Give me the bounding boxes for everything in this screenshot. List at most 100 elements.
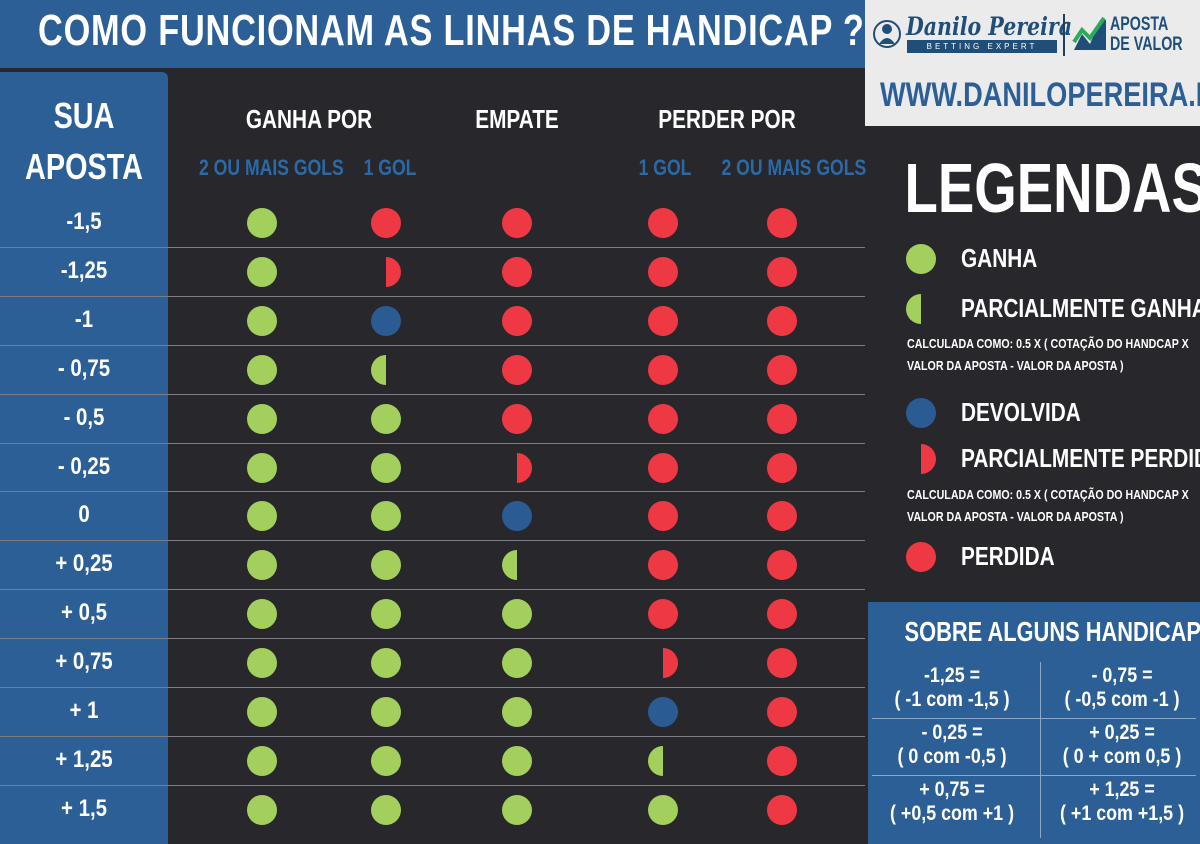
outcome-perdida-icon	[767, 794, 797, 825]
legend-devolvida-icon	[906, 398, 936, 428]
row-label: + 1,5	[61, 794, 107, 822]
perder-por-heading: PERDER POR	[658, 104, 796, 134]
sua-aposta-heading-line2: APOSTA	[25, 146, 143, 187]
outcome-perdida-icon	[502, 403, 532, 434]
outcome-parc-ganha-icon	[371, 354, 386, 385]
sobre-cell-line2: ( -1 com -1,5 )	[894, 688, 1010, 711]
sobre-cell-line2: ( +0,5 com +1 )	[889, 802, 1015, 825]
sobre-handicap-cell: - 0,25 =( 0 com -0,5 )	[884, 721, 1020, 769]
outcome-perdida-icon	[502, 354, 532, 385]
sobre-cell-line1: - 0,25 =	[921, 721, 983, 744]
outcome-perdida-icon	[648, 208, 678, 238]
outcome-ganha-icon	[247, 648, 277, 679]
outcome-ganha-icon	[371, 697, 401, 727]
outcome-ganha-icon	[371, 452, 401, 483]
sobre-divider-horizontal	[872, 775, 1196, 776]
outcome-perdida-icon	[767, 501, 797, 532]
outcome-parc-ganha-icon	[648, 745, 663, 776]
aposta-de-valor-logo-icon	[1072, 16, 1106, 50]
outcome-ganha-icon	[502, 648, 532, 679]
outcome-ganha-icon	[371, 794, 401, 825]
danilo-tagline: BETTING EXPERT	[907, 40, 1057, 53]
row-label: -1,25	[60, 256, 108, 284]
perder-por-panel	[589, 72, 865, 844]
outcome-ganha-icon	[502, 794, 532, 825]
legend-title: LEGENDAS	[904, 149, 1200, 227]
outcome-perdida-icon	[648, 354, 678, 385]
sub-heading-2-ou-mais-perde: 2 OU MAIS GOLS	[721, 155, 867, 180]
row-divider	[0, 687, 865, 688]
sobre-cell-line1: - 0,75 =	[1091, 664, 1153, 687]
outcome-perdida-icon	[767, 697, 797, 727]
legend-ganha-icon	[906, 244, 936, 274]
outcome-perdida-icon	[502, 208, 532, 238]
row-label: + 0,25	[55, 550, 113, 578]
row-label: + 1	[69, 697, 99, 724]
row-label: + 0,75	[55, 648, 113, 676]
brand-area	[865, 0, 1200, 68]
sobre-divider-horizontal	[872, 718, 1196, 719]
outcome-ganha-icon	[247, 599, 277, 630]
outcome-ganha-icon	[502, 599, 532, 630]
outcome-ganha-icon	[247, 208, 277, 238]
row-divider	[0, 540, 865, 541]
url-area	[865, 68, 1200, 126]
legend-label: PARCIALMENTE PERDIDA	[961, 443, 1200, 473]
ganha-por-heading: GANHA POR	[245, 104, 373, 134]
sobre-cell-line1: + 0,75 =	[919, 778, 985, 801]
row-label: 0	[78, 501, 90, 529]
legend-label: PERDIDA	[961, 541, 1055, 571]
outcome-perdida-icon	[648, 452, 678, 483]
outcome-parc-perdida-icon	[517, 452, 532, 483]
outcome-ganha-icon	[371, 403, 401, 434]
legend-label: GANHA	[961, 243, 1038, 273]
outcome-perdida-icon	[767, 256, 797, 287]
page-title: COMO FUNCIONAM AS LINHAS DE HANDICAP ?	[38, 6, 865, 55]
outcome-ganha-icon	[371, 648, 401, 679]
outcome-parc-perdida-icon	[386, 256, 401, 287]
outcome-parc-perdida-icon	[663, 648, 678, 679]
legend-panel	[868, 130, 1200, 598]
legend-parc-ganha-icon	[906, 294, 921, 324]
outcome-perdida-icon	[648, 550, 678, 581]
row-divider	[0, 589, 865, 590]
row-divider	[0, 443, 865, 444]
sub-heading-2-ou-mais-ganha: 2 OU MAIS GOLS	[199, 155, 344, 180]
outcome-perdida-icon	[767, 354, 797, 385]
legend-label: DEVOLVIDA	[961, 397, 1081, 427]
outcome-perdida-icon	[767, 550, 797, 581]
outcome-ganha-icon	[247, 794, 277, 825]
outcome-ganha-icon	[648, 794, 678, 825]
ganha-por-panel	[173, 72, 445, 844]
outcome-ganha-icon	[371, 745, 401, 776]
row-label: - 0,5	[63, 403, 105, 431]
sobre-cell-line1: + 0,25 =	[1089, 721, 1155, 744]
outcome-devolvida-icon	[371, 305, 401, 336]
legend-note: CALCULADA COMO: 0.5 X ( COTAÇÃO DO HANDC…	[907, 487, 1189, 502]
sobre-handicap-cell: -1,25 =( -1 com -1,5 )	[884, 664, 1020, 712]
legend-note: CALCULADA COMO: 0.5 X ( COTAÇÃO DO HANDC…	[907, 336, 1189, 351]
legend-note: VALOR DA APOSTA - VALOR DA APOSTA )	[907, 509, 1124, 524]
outcome-perdida-icon	[371, 208, 401, 238]
outcome-perdida-icon	[767, 745, 797, 776]
partner-name-line1: APOSTA	[1110, 14, 1169, 35]
sobre-cell-line2: ( 0 + com 0,5 )	[1062, 745, 1182, 768]
outcome-perdida-icon	[648, 501, 678, 532]
sobre-handicaps-title: SOBRE ALGUNS HANDICAPS	[904, 616, 1200, 647]
row-label: - 0,75	[57, 354, 111, 382]
outcome-ganha-icon	[502, 697, 532, 727]
partner-name-line2: DE VALOR	[1110, 34, 1183, 55]
outcome-perdida-icon	[502, 305, 532, 336]
row-label: -1,5	[66, 208, 102, 235]
outcome-ganha-icon	[247, 403, 277, 434]
danilo-avatar-icon	[873, 20, 901, 48]
row-divider	[0, 491, 865, 492]
row-label: + 0,5	[61, 599, 107, 627]
outcome-perdida-icon	[502, 256, 532, 287]
sobre-handicaps-panel	[868, 602, 1200, 844]
sobre-handicap-cell: + 0,75 =( +0,5 com +1 )	[884, 778, 1020, 826]
outcome-ganha-icon	[247, 745, 277, 776]
sub-heading-1-gol-ganha: 1 GOL	[363, 155, 417, 180]
outcome-ganha-icon	[247, 501, 277, 532]
website-url: WWW.DANILOPEREIRA.NET	[880, 76, 1200, 114]
